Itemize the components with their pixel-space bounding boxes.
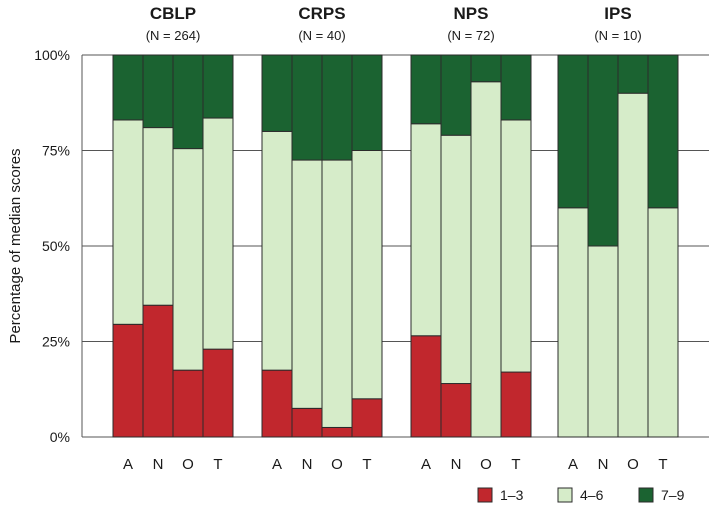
x-category-label: T <box>511 456 520 473</box>
bar-segment-ips-o-2 <box>617 92 649 438</box>
legend-label: 1–3 <box>500 487 524 503</box>
x-category-label: T <box>658 456 667 473</box>
bar-segment-cblp-a-3 <box>112 54 144 121</box>
bar-segment-nps-o-2 <box>470 81 502 438</box>
bar-segment-ips-t-3 <box>647 54 679 209</box>
bar-segment-cblp-a-1 <box>112 323 144 438</box>
x-category-label: O <box>627 456 639 473</box>
bar-segment-cblp-o-3 <box>172 54 204 150</box>
x-category-label: N <box>451 456 462 473</box>
legend-swatch <box>477 487 493 503</box>
bar-segment-nps-n-3 <box>440 54 472 136</box>
bar-segment-cblp-n-2 <box>142 127 174 306</box>
plot-area: 0% 25% 50% 75% 100% CBLP (N = 264) A N O T CRPS (N =… <box>34 4 709 473</box>
legend: 1–3 4–6 7–9 <box>477 487 685 503</box>
bar-segment-crps-o-2 <box>321 159 353 428</box>
bar-segment-cblp-n-3 <box>142 54 174 129</box>
group-title: CRPS <box>298 4 345 23</box>
group-sample-size: (N = 40) <box>298 28 345 43</box>
group-title: CBLP <box>150 4 196 23</box>
bar-segment-cblp-t-3 <box>202 54 234 119</box>
legend-swatch <box>638 487 654 503</box>
bar-segment-cblp-t-1 <box>202 348 234 438</box>
y-tick-label: 0% <box>50 429 70 445</box>
x-category-label: N <box>302 456 313 473</box>
x-category-label: A <box>421 456 431 473</box>
x-category-label: A <box>272 456 282 473</box>
y-tick-label: 50% <box>42 238 70 254</box>
bar-segment-nps-n-1 <box>440 383 472 438</box>
bar-group-crps: CRPS (N = 40) A N O T <box>261 4 383 473</box>
group-title: NPS <box>454 4 489 23</box>
bar-segment-crps-t-3 <box>351 54 383 151</box>
legend-label: 7–9 <box>661 487 685 503</box>
bar-segment-ips-a-2 <box>557 207 589 438</box>
x-category-label: N <box>153 456 164 473</box>
group-sample-size: (N = 72) <box>447 28 494 43</box>
bar-segment-ips-n-2 <box>587 245 619 438</box>
bar-segment-ips-t-2 <box>647 207 679 438</box>
group-sample-size: (N = 264) <box>146 28 201 43</box>
bar-group-cblp: CBLP (N = 264) A N O T <box>112 4 234 473</box>
bar-segment-crps-a-1 <box>261 369 293 438</box>
bar-segment-cblp-t-2 <box>202 117 234 350</box>
bar-segment-nps-n-2 <box>440 134 472 385</box>
x-category-label: O <box>331 456 343 473</box>
x-category-label: O <box>480 456 492 473</box>
bar-segment-crps-n-1 <box>291 407 323 438</box>
bar-segment-nps-a-2 <box>410 123 442 337</box>
bar-segment-cblp-o-1 <box>172 369 204 438</box>
x-category-label: N <box>598 456 609 473</box>
bar-segment-nps-t-2 <box>500 119 532 373</box>
x-category-label: T <box>213 456 222 473</box>
group-title: IPS <box>604 4 631 23</box>
y-axis-title: Percentage of median scores <box>7 148 24 343</box>
bar-segment-crps-t-1 <box>351 398 383 438</box>
bar-segment-crps-a-2 <box>261 130 293 371</box>
legend-label: 4–6 <box>580 487 604 503</box>
bar-segment-nps-o-3 <box>470 54 502 83</box>
bar-segment-cblp-a-2 <box>112 119 144 325</box>
bar-segment-nps-a-1 <box>410 335 442 438</box>
bar-segment-crps-n-2 <box>291 159 323 409</box>
bar-segment-ips-o-3 <box>617 54 649 94</box>
bar-group-nps: NPS (N = 72) A N O T <box>410 4 532 473</box>
bar-segment-crps-a-3 <box>261 54 293 132</box>
x-category-label: T <box>362 456 371 473</box>
bar-segment-ips-n-3 <box>587 54 619 247</box>
bar-segment-crps-o-3 <box>321 54 353 161</box>
bar-segment-nps-t-1 <box>500 371 532 438</box>
x-category-label: A <box>123 456 133 473</box>
bar-segment-crps-n-3 <box>291 54 323 161</box>
x-category-label: O <box>182 456 194 473</box>
bar-segment-ips-a-3 <box>557 54 589 209</box>
bar-segment-cblp-o-2 <box>172 148 204 371</box>
bar-segment-cblp-n-1 <box>142 304 174 438</box>
group-sample-size: (N = 10) <box>594 28 641 43</box>
bar-segment-crps-o-1 <box>321 426 353 438</box>
y-tick-label: 75% <box>42 143 70 159</box>
bar-segment-crps-t-2 <box>351 150 383 400</box>
y-tick-label: 100% <box>34 47 70 63</box>
legend-swatch <box>557 487 573 503</box>
x-category-label: A <box>568 456 578 473</box>
bar-segment-nps-t-3 <box>500 54 532 121</box>
bar-segment-nps-a-3 <box>410 54 442 125</box>
bar-group-ips: IPS (N = 10) A N O T <box>557 4 679 473</box>
y-tick-label: 25% <box>42 334 70 350</box>
